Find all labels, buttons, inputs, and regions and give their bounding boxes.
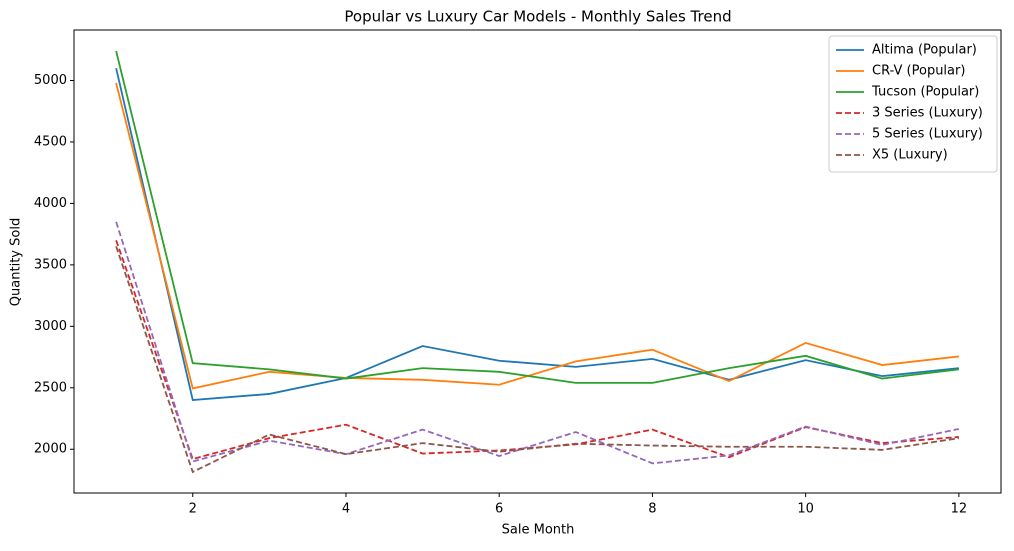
y-tick-label: 2000 [34,442,67,457]
legend-label: X5 (Luxury) [872,148,948,163]
legend-label: Tucson (Popular) [871,85,979,100]
x-tick-label: 4 [342,502,350,517]
legend-label: 3 Series (Luxury) [872,106,983,121]
legend-box [828,35,998,173]
y-tick-label: 4500 [34,134,67,149]
y-tick-label: 3000 [34,319,67,334]
x-tick-label: 2 [189,502,197,517]
data-line [115,68,959,402]
x-tick-label: 12 [951,502,968,517]
x-axis-label: Sale Month [502,523,575,538]
x-tick-label: 10 [797,502,814,517]
y-tick-label: 2500 [34,380,67,395]
data-line [115,221,960,465]
chart-title: Popular vs Luxury Car Models - Monthly S… [344,8,731,26]
y-tick-label: 4000 [34,196,67,211]
plot-frame [73,29,1002,494]
x-tick-label: 8 [648,502,656,517]
data-line [115,50,959,384]
x-tick-label: 6 [495,502,503,517]
data-line [115,246,959,474]
y-axis-label: Quantity Sold [9,218,24,306]
legend-label: CR-V (Popular) [872,64,965,79]
data-line [115,82,959,390]
y-tick-label: 3500 [34,257,67,272]
legend-label: 5 Series (Luxury) [872,127,983,142]
legend-label: Altima (Popular) [872,43,977,58]
y-tick-label: 5000 [34,73,67,88]
